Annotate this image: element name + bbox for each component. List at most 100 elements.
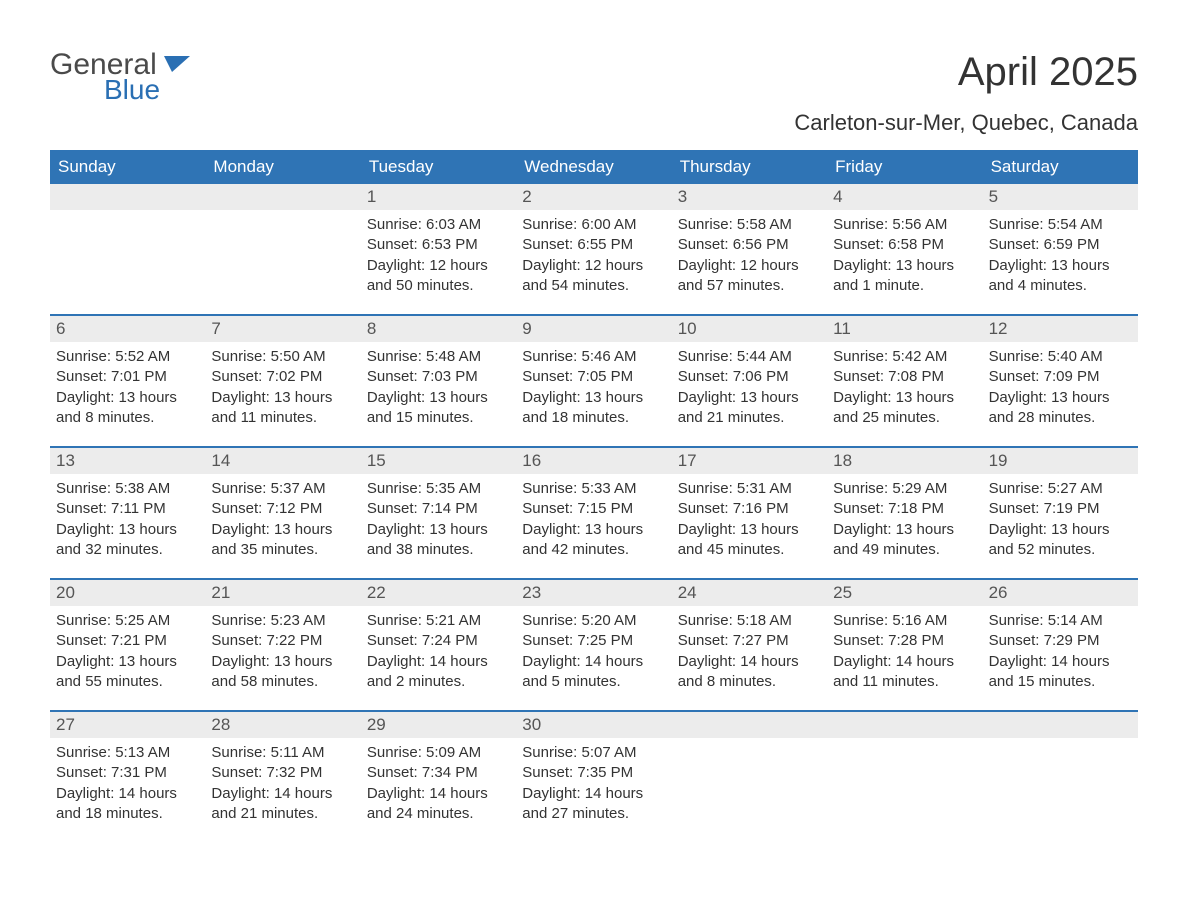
- calendar-day: 30Sunrise: 5:07 AMSunset: 7:35 PMDayligh…: [516, 712, 671, 842]
- calendar-day: 16Sunrise: 5:33 AMSunset: 7:15 PMDayligh…: [516, 448, 671, 578]
- sunrise-line: Sunrise: 5:44 AM: [678, 347, 821, 367]
- daylight-line: Daylight: 14 hours and 18 minutes.: [56, 784, 199, 825]
- day-data: [827, 738, 982, 836]
- day-data: Sunrise: 5:07 AMSunset: 7:35 PMDaylight:…: [516, 738, 671, 842]
- daylight-line: Daylight: 14 hours and 5 minutes.: [522, 652, 665, 693]
- day-number: 27: [50, 712, 205, 738]
- weekday-heading: Tuesday: [361, 150, 516, 184]
- day-number: 16: [516, 448, 671, 474]
- day-number: [983, 712, 1138, 738]
- day-number: [205, 184, 360, 210]
- sunset-line: Sunset: 7:11 PM: [56, 499, 199, 519]
- calendar-day: 27Sunrise: 5:13 AMSunset: 7:31 PMDayligh…: [50, 712, 205, 842]
- day-number: 2: [516, 184, 671, 210]
- calendar-day: 4Sunrise: 5:56 AMSunset: 6:58 PMDaylight…: [827, 184, 982, 314]
- weekday-heading: Monday: [205, 150, 360, 184]
- day-data: Sunrise: 5:48 AMSunset: 7:03 PMDaylight:…: [361, 342, 516, 446]
- daylight-line: Daylight: 14 hours and 8 minutes.: [678, 652, 821, 693]
- sunrise-line: Sunrise: 5:07 AM: [522, 743, 665, 763]
- sunset-line: Sunset: 6:56 PM: [678, 235, 821, 255]
- day-number: 29: [361, 712, 516, 738]
- daylight-line: Daylight: 13 hours and 28 minutes.: [989, 388, 1132, 429]
- day-data: Sunrise: 5:23 AMSunset: 7:22 PMDaylight:…: [205, 606, 360, 710]
- day-number: [827, 712, 982, 738]
- day-data: Sunrise: 5:46 AMSunset: 7:05 PMDaylight:…: [516, 342, 671, 446]
- daylight-line: Daylight: 13 hours and 52 minutes.: [989, 520, 1132, 561]
- sunrise-line: Sunrise: 5:31 AM: [678, 479, 821, 499]
- day-data: Sunrise: 5:29 AMSunset: 7:18 PMDaylight:…: [827, 474, 982, 578]
- calendar-week: 20Sunrise: 5:25 AMSunset: 7:21 PMDayligh…: [50, 578, 1138, 710]
- calendar-day: 14Sunrise: 5:37 AMSunset: 7:12 PMDayligh…: [205, 448, 360, 578]
- daylight-line: Daylight: 12 hours and 50 minutes.: [367, 256, 510, 297]
- day-number: 6: [50, 316, 205, 342]
- sunrise-line: Sunrise: 5:23 AM: [211, 611, 354, 631]
- day-number: 13: [50, 448, 205, 474]
- calendar-day: 1Sunrise: 6:03 AMSunset: 6:53 PMDaylight…: [361, 184, 516, 314]
- sunrise-line: Sunrise: 5:33 AM: [522, 479, 665, 499]
- calendar-day: [983, 712, 1138, 842]
- sunset-line: Sunset: 7:27 PM: [678, 631, 821, 651]
- calendar-day: 26Sunrise: 5:14 AMSunset: 7:29 PMDayligh…: [983, 580, 1138, 710]
- sunset-line: Sunset: 7:29 PM: [989, 631, 1132, 651]
- sunrise-line: Sunrise: 5:52 AM: [56, 347, 199, 367]
- day-number: 14: [205, 448, 360, 474]
- calendar: Sunday Monday Tuesday Wednesday Thursday…: [50, 150, 1138, 842]
- sunrise-line: Sunrise: 5:58 AM: [678, 215, 821, 235]
- day-number: 28: [205, 712, 360, 738]
- day-data: Sunrise: 5:35 AMSunset: 7:14 PMDaylight:…: [361, 474, 516, 578]
- calendar-day: 15Sunrise: 5:35 AMSunset: 7:14 PMDayligh…: [361, 448, 516, 578]
- day-number: 4: [827, 184, 982, 210]
- daylight-line: Daylight: 13 hours and 45 minutes.: [678, 520, 821, 561]
- day-data: Sunrise: 5:31 AMSunset: 7:16 PMDaylight:…: [672, 474, 827, 578]
- day-number: 7: [205, 316, 360, 342]
- calendar-day: 24Sunrise: 5:18 AMSunset: 7:27 PMDayligh…: [672, 580, 827, 710]
- calendar-day: 12Sunrise: 5:40 AMSunset: 7:09 PMDayligh…: [983, 316, 1138, 446]
- daylight-line: Daylight: 13 hours and 25 minutes.: [833, 388, 976, 429]
- day-data: Sunrise: 6:00 AMSunset: 6:55 PMDaylight:…: [516, 210, 671, 314]
- daylight-line: Daylight: 13 hours and 21 minutes.: [678, 388, 821, 429]
- calendar-day: 2Sunrise: 6:00 AMSunset: 6:55 PMDaylight…: [516, 184, 671, 314]
- sunrise-line: Sunrise: 5:09 AM: [367, 743, 510, 763]
- weekday-heading: Saturday: [983, 150, 1138, 184]
- day-data: Sunrise: 5:20 AMSunset: 7:25 PMDaylight:…: [516, 606, 671, 710]
- day-data: [672, 738, 827, 836]
- sunrise-line: Sunrise: 5:27 AM: [989, 479, 1132, 499]
- brand-text: General Blue: [50, 50, 160, 104]
- daylight-line: Daylight: 14 hours and 15 minutes.: [989, 652, 1132, 693]
- daylight-line: Daylight: 13 hours and 11 minutes.: [211, 388, 354, 429]
- sunrise-line: Sunrise: 5:18 AM: [678, 611, 821, 631]
- day-data: Sunrise: 5:50 AMSunset: 7:02 PMDaylight:…: [205, 342, 360, 446]
- day-number: 18: [827, 448, 982, 474]
- sunset-line: Sunset: 7:02 PM: [211, 367, 354, 387]
- daylight-line: Daylight: 14 hours and 24 minutes.: [367, 784, 510, 825]
- sunrise-line: Sunrise: 5:25 AM: [56, 611, 199, 631]
- page-title: April 2025: [958, 50, 1138, 95]
- day-data: Sunrise: 6:03 AMSunset: 6:53 PMDaylight:…: [361, 210, 516, 314]
- location-subtitle: Carleton-sur-Mer, Quebec, Canada: [50, 110, 1138, 136]
- sunset-line: Sunset: 7:28 PM: [833, 631, 976, 651]
- day-data: Sunrise: 5:18 AMSunset: 7:27 PMDaylight:…: [672, 606, 827, 710]
- calendar-day: 11Sunrise: 5:42 AMSunset: 7:08 PMDayligh…: [827, 316, 982, 446]
- sunrise-line: Sunrise: 5:54 AM: [989, 215, 1132, 235]
- sunrise-line: Sunrise: 5:40 AM: [989, 347, 1132, 367]
- sunrise-line: Sunrise: 6:00 AM: [522, 215, 665, 235]
- daylight-line: Daylight: 14 hours and 11 minutes.: [833, 652, 976, 693]
- calendar-day: 23Sunrise: 5:20 AMSunset: 7:25 PMDayligh…: [516, 580, 671, 710]
- sunset-line: Sunset: 7:31 PM: [56, 763, 199, 783]
- daylight-line: Daylight: 13 hours and 1 minute.: [833, 256, 976, 297]
- sunset-line: Sunset: 6:55 PM: [522, 235, 665, 255]
- day-number: [672, 712, 827, 738]
- daylight-line: Daylight: 13 hours and 58 minutes.: [211, 652, 354, 693]
- sunrise-line: Sunrise: 5:16 AM: [833, 611, 976, 631]
- day-data: Sunrise: 5:37 AMSunset: 7:12 PMDaylight:…: [205, 474, 360, 578]
- sunrise-line: Sunrise: 5:37 AM: [211, 479, 354, 499]
- sunrise-line: Sunrise: 5:35 AM: [367, 479, 510, 499]
- sunrise-line: Sunrise: 5:38 AM: [56, 479, 199, 499]
- calendar-day: 6Sunrise: 5:52 AMSunset: 7:01 PMDaylight…: [50, 316, 205, 446]
- day-number: 20: [50, 580, 205, 606]
- daylight-line: Daylight: 13 hours and 8 minutes.: [56, 388, 199, 429]
- calendar-day: 5Sunrise: 5:54 AMSunset: 6:59 PMDaylight…: [983, 184, 1138, 314]
- sunrise-line: Sunrise: 5:14 AM: [989, 611, 1132, 631]
- sunset-line: Sunset: 7:03 PM: [367, 367, 510, 387]
- day-number: 17: [672, 448, 827, 474]
